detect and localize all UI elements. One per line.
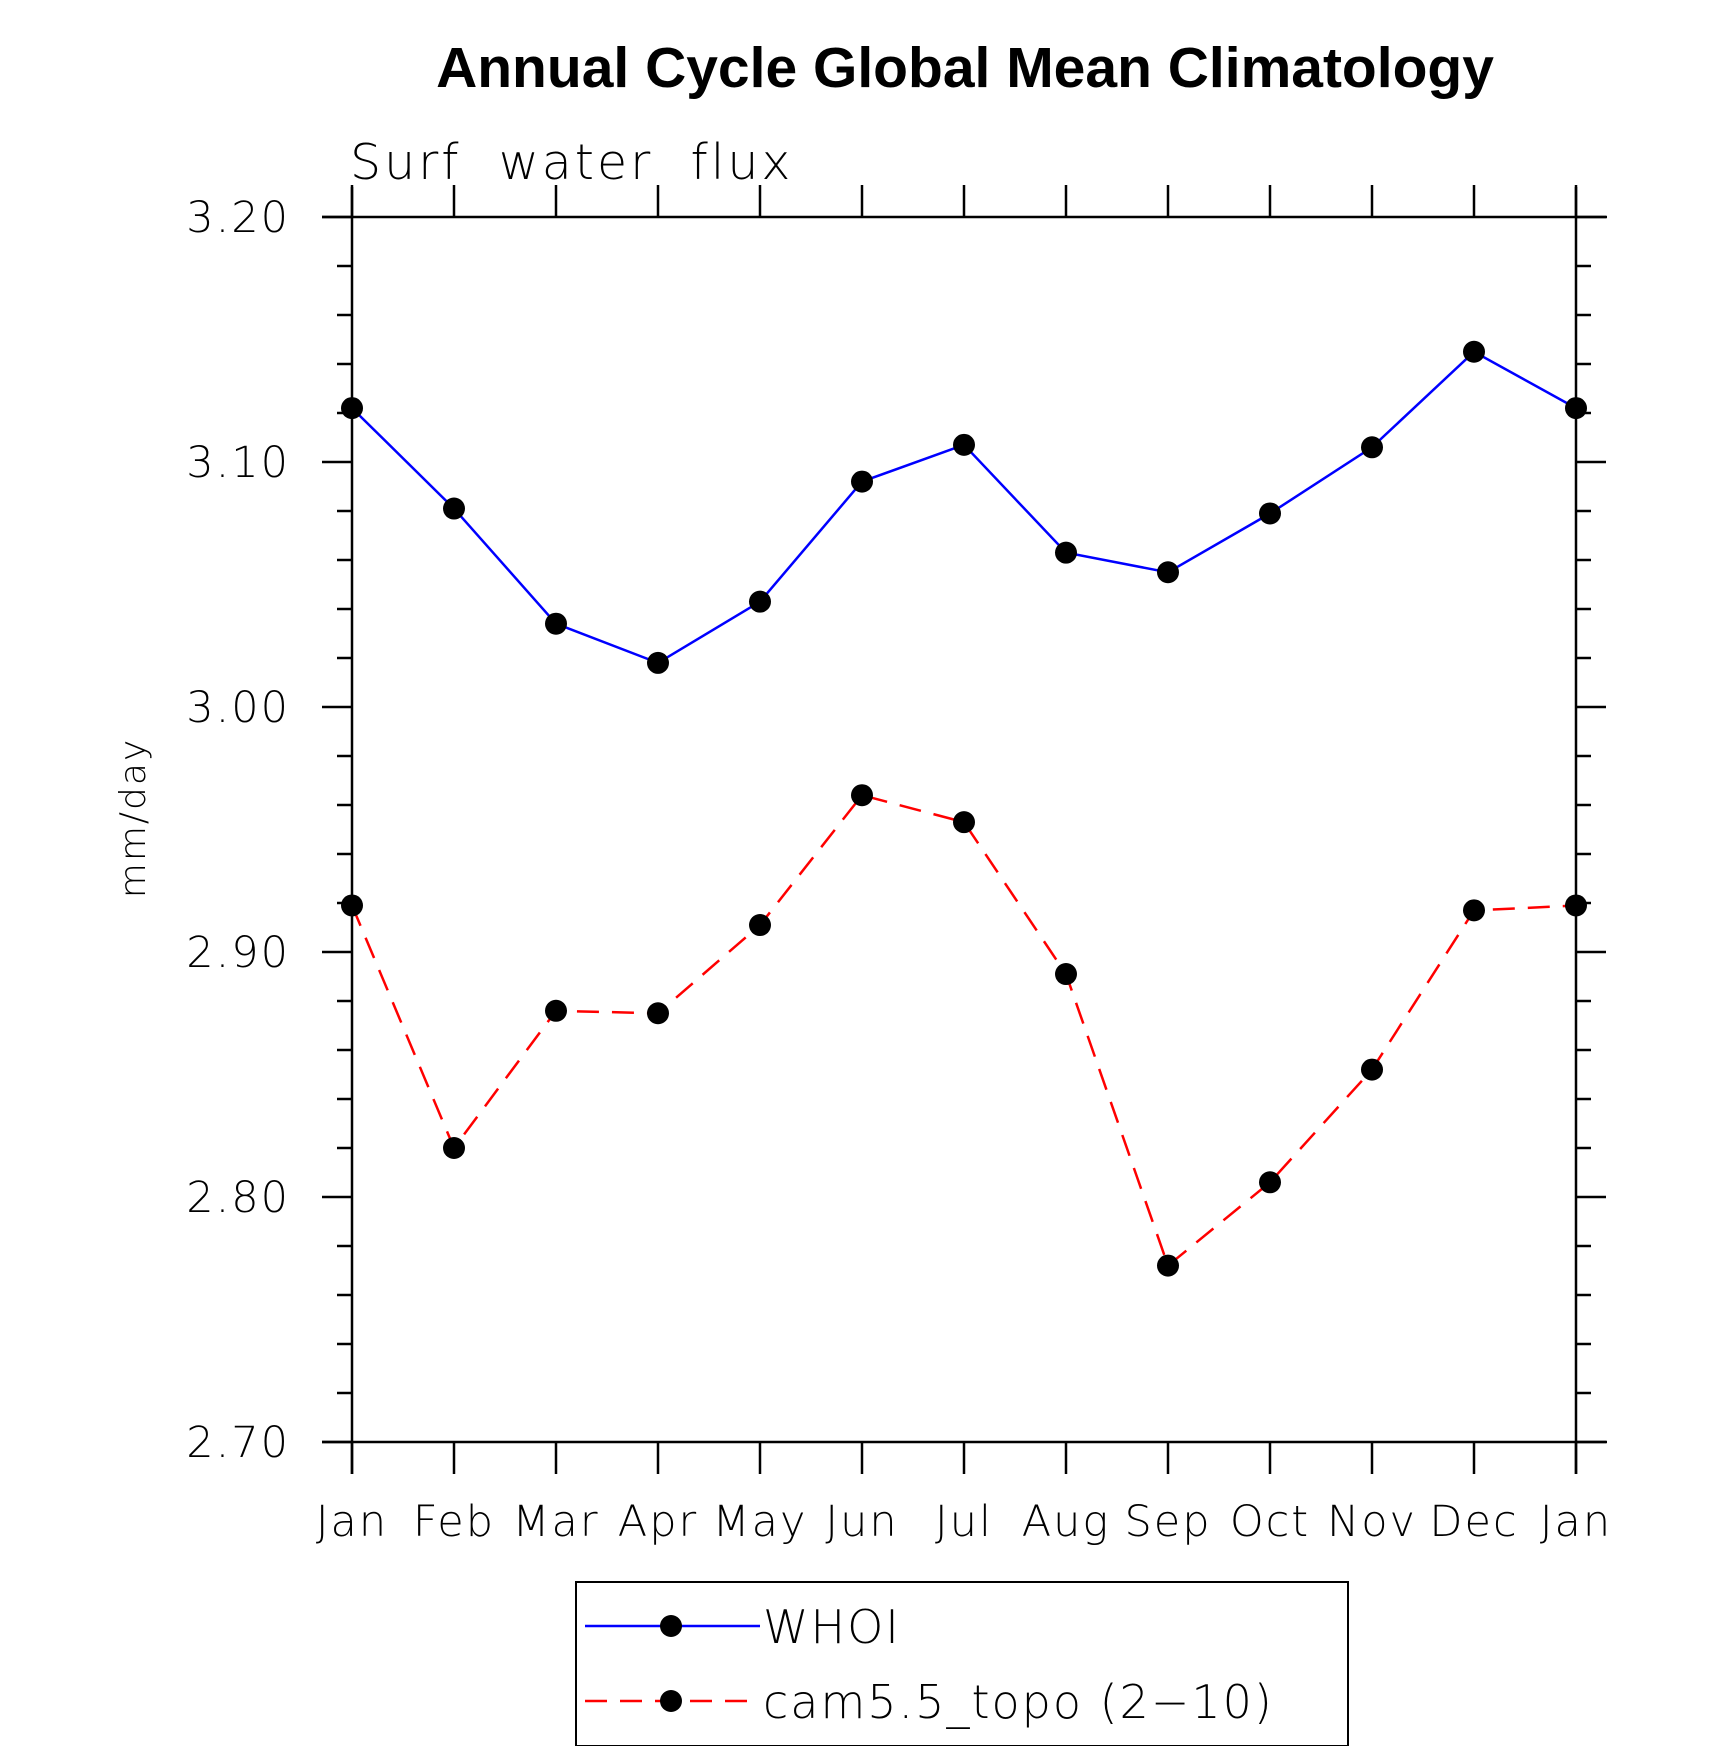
x-tick-label: May	[713, 1497, 808, 1547]
x-tick-label: Jan	[316, 1497, 388, 1547]
data-point	[443, 497, 465, 520]
data-point	[1259, 502, 1281, 525]
x-axis-ticks: Jan Feb Mar Apr May Jun Jul Aug Sep Oct Nov Dec Jan	[316, 185, 1612, 1547]
data-point	[1463, 340, 1485, 363]
legend-marker-cam55	[660, 1690, 682, 1712]
y-tick-label: 3.00	[186, 683, 290, 733]
x-tick-label: Mar	[512, 1497, 599, 1547]
x-tick-label: Apr	[618, 1497, 698, 1547]
data-point	[953, 433, 975, 456]
chart-title: Annual Cycle Global Mean Climatology	[436, 36, 1494, 100]
data-point	[341, 894, 363, 917]
legend-box	[575, 1581, 1349, 1746]
y-tick-label: 2.70	[186, 1418, 290, 1468]
data-point	[1565, 894, 1587, 917]
y-axis-ticks: 2.70 2.80 2.90 3.00 3.10 3.20	[186, 193, 1606, 1468]
data-point	[647, 651, 669, 674]
data-point	[1565, 397, 1587, 420]
data-point	[749, 914, 771, 937]
y-tick-label: 2.80	[186, 1173, 290, 1223]
data-point	[1157, 1254, 1179, 1277]
data-point	[953, 811, 975, 834]
y-tick-label: 2.90	[186, 928, 290, 978]
data-point	[647, 1002, 669, 1025]
data-point	[1463, 899, 1485, 922]
x-tick-label: Feb	[413, 1497, 495, 1547]
chart-subtitle: Surf water flux	[350, 134, 793, 191]
x-tick-label: Sep	[1124, 1497, 1211, 1547]
y-tick-label: 3.10	[186, 438, 290, 488]
data-point	[545, 612, 567, 635]
x-tick-label: Aug	[1022, 1497, 1110, 1547]
series-lines	[350, 350, 1577, 1268]
data-point	[1361, 1058, 1383, 1081]
series-markers	[341, 340, 1587, 1277]
data-point	[1055, 963, 1077, 986]
y-axis-label: mm/day	[113, 738, 154, 898]
data-point	[1259, 1171, 1281, 1194]
data-point	[749, 590, 771, 613]
legend-label-whoi: WHOI	[763, 1600, 901, 1654]
x-tick-label: Oct	[1230, 1497, 1310, 1547]
data-point	[851, 784, 873, 807]
x-tick-label: Jan	[1540, 1497, 1612, 1547]
series-line-0	[351, 350, 1577, 665]
data-point	[341, 397, 363, 420]
data-point	[851, 470, 873, 493]
data-point	[1157, 561, 1179, 584]
data-point	[443, 1137, 465, 1159]
legend-marker-whoi	[660, 1615, 682, 1637]
x-tick-label: Nov	[1327, 1497, 1417, 1547]
x-tick-label: Jun	[825, 1497, 898, 1547]
y-tick-label: 3.20	[186, 193, 290, 243]
x-tick-label: Jul	[935, 1497, 993, 1547]
legend-label-cam55: cam5.5_topo (2−10)	[763, 1675, 1274, 1729]
data-point	[1361, 436, 1383, 459]
data-point	[1055, 541, 1077, 564]
x-tick-label: Dec	[1429, 1497, 1518, 1547]
series-line-1	[350, 793, 1577, 1268]
data-point	[545, 999, 567, 1022]
legend: WHOI cam5.5_topo (2−10)	[575, 1581, 1349, 1746]
